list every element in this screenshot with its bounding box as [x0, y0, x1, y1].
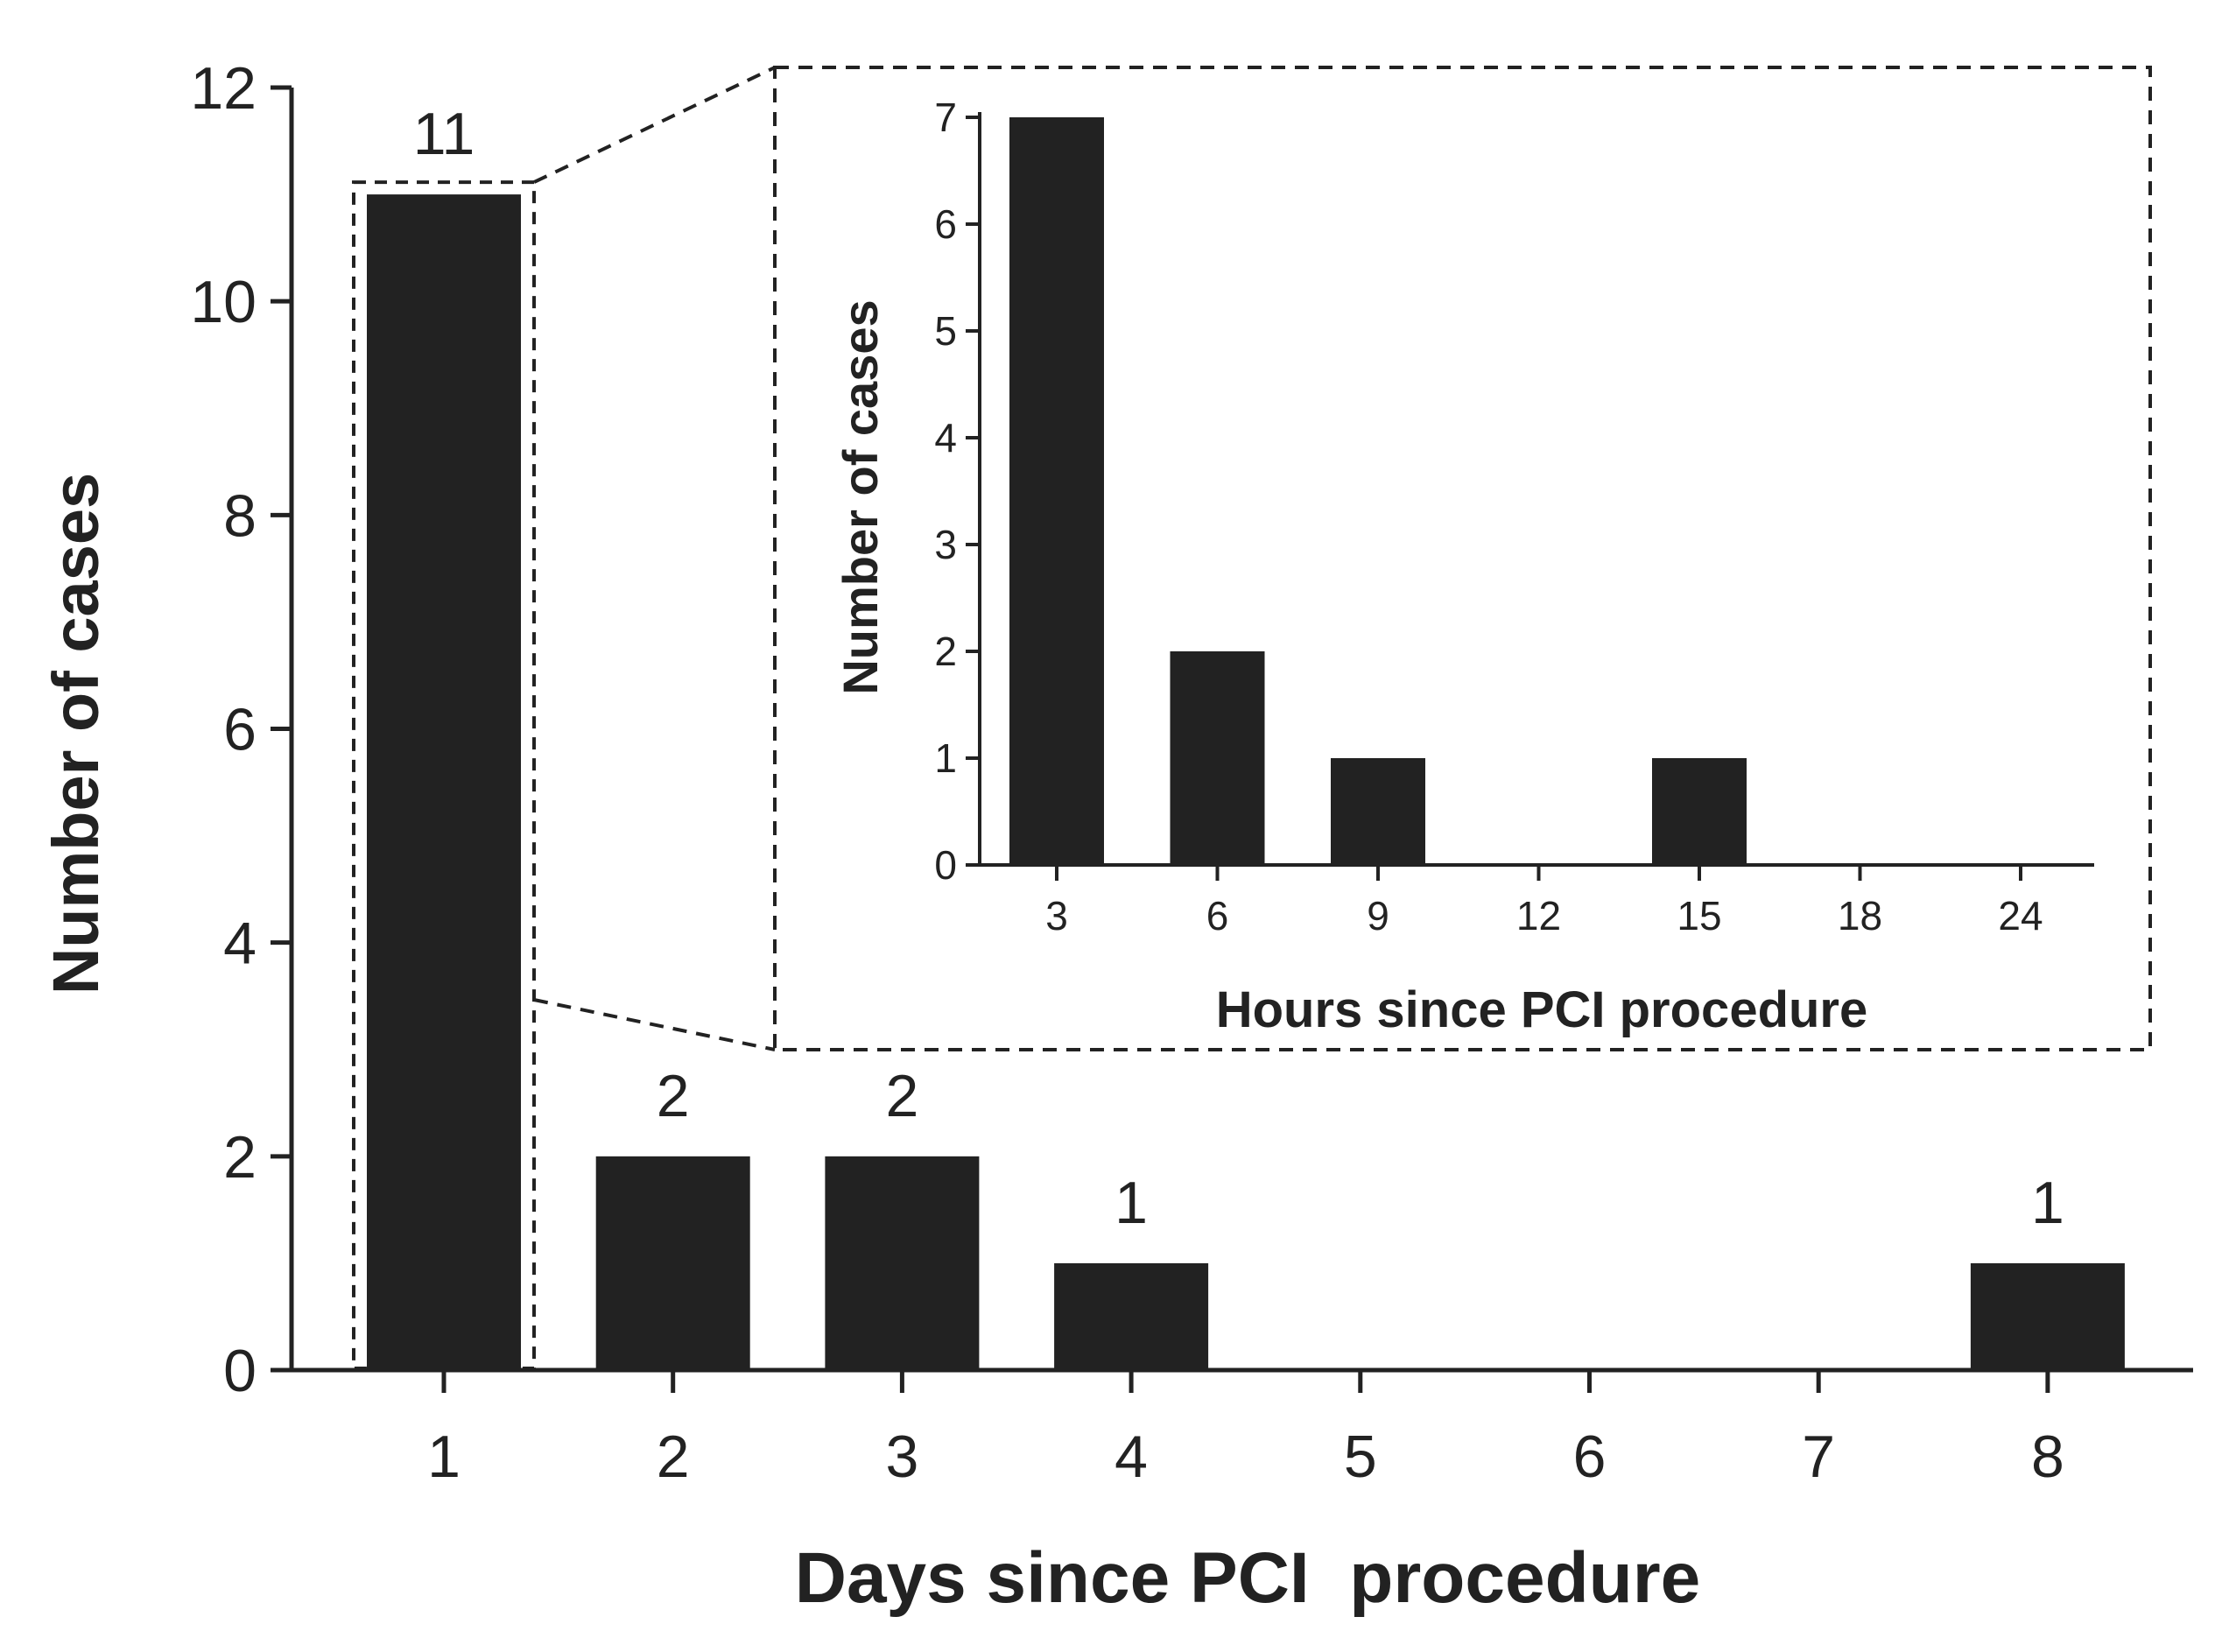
main-bar: [1054, 1262, 1209, 1370]
main-bar-data-label: 11: [413, 101, 475, 167]
inset-y-tick-label: 7: [934, 95, 957, 140]
main-y-tick-label: 10: [190, 269, 257, 335]
inset-bar: [1331, 758, 1425, 865]
main-y-tick-label: 4: [223, 910, 257, 977]
main-x-tick-label: 8: [2031, 1424, 2064, 1490]
main-bar-data-label: 2: [657, 1063, 690, 1129]
main-bar: [367, 194, 521, 1370]
main-bar-data-label: 1: [1114, 1170, 1148, 1236]
inset-bar: [1652, 758, 1747, 865]
inset-y-tick-label: 3: [934, 522, 957, 567]
inset-y-tick-label: 6: [934, 201, 957, 247]
inset-y-tick-label: 1: [934, 735, 957, 781]
main-y-tick-label: 2: [223, 1124, 257, 1191]
main-x-tick-label: 5: [1344, 1424, 1377, 1490]
main-y-tick-label: 12: [190, 55, 257, 122]
main-x-tick-label: 3: [885, 1424, 918, 1490]
inset-y-tick-label: 0: [934, 842, 957, 888]
inset-y-tick-label: 5: [934, 308, 957, 354]
inset-x-tick-label: 3: [1045, 893, 1068, 938]
main-x-tick-label: 4: [1114, 1424, 1148, 1490]
inset-x-tick-label: 9: [1367, 893, 1389, 938]
zoom-connector-top: [533, 66, 776, 184]
inset-x-tick-label: 24: [1998, 893, 2043, 938]
main-bar: [595, 1156, 750, 1370]
inset-x-tick-label: 18: [1838, 893, 1882, 938]
inset-chart: Number of cases Hours since PCI procedur…: [533, 66, 2152, 1051]
main-y-tick-label: 6: [223, 697, 257, 763]
inset-bar: [1009, 117, 1104, 865]
main-chart: Number of cases Days since PCI procedure…: [39, 55, 2193, 1618]
main-x-tick-label: 1: [427, 1424, 461, 1490]
inset-y-tick-label: 2: [934, 629, 957, 674]
main-x-tick-label: 2: [657, 1424, 690, 1490]
inset-y-tick-label: 4: [934, 415, 957, 460]
main-y-axis-label: Number of cases: [39, 473, 112, 995]
inset-y-axis-label: Number of cases: [833, 299, 888, 694]
inset-bar: [1170, 651, 1265, 865]
inset-x-tick-label: 15: [1677, 893, 1721, 938]
inset-x-tick-label: 6: [1206, 893, 1229, 938]
main-x-axis-label: Days since PCI procedure: [795, 1538, 1701, 1618]
main-bar-data-label: 1: [2031, 1170, 2064, 1236]
inset-x-axis-label: Hours since PCI procedure: [1216, 981, 1868, 1038]
main-bar-data-label: 2: [885, 1063, 918, 1129]
main-y-tick-label: 8: [223, 482, 257, 549]
zoom-connector-bottom: [533, 998, 776, 1051]
main-bar: [825, 1156, 980, 1370]
main-x-tick-label: 7: [1802, 1424, 1835, 1490]
main-x-tick-label: 6: [1573, 1424, 1607, 1490]
inset-x-tick-label: 12: [1516, 893, 1561, 938]
zoom-highlight-box: [352, 180, 536, 1370]
main-bar: [1970, 1262, 2125, 1370]
inset-frame: [773, 66, 2152, 1051]
main-y-tick-label: 0: [223, 1338, 257, 1404]
